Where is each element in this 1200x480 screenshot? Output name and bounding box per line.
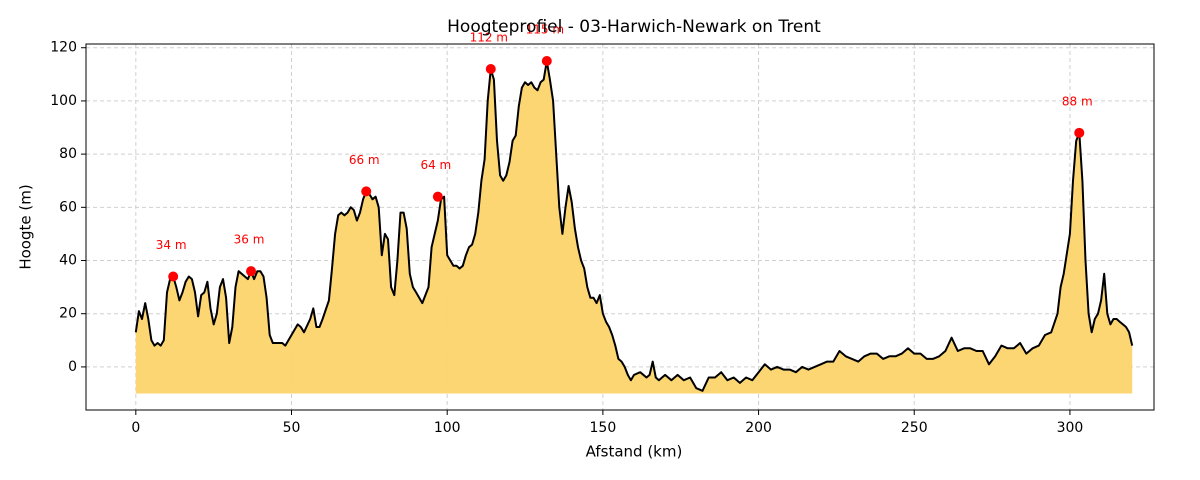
plot-area: 34 m 36 m 66 m 64 m 112 m 115 m 88 m bbox=[86, 23, 1154, 410]
area-fill bbox=[135, 61, 1133, 394]
peak-marker bbox=[432, 191, 443, 202]
peak-label: 34 m bbox=[156, 238, 187, 252]
y-tick-label: 80 bbox=[59, 146, 77, 162]
x-tick-label: 200 bbox=[745, 420, 772, 436]
profile-line bbox=[134, 60, 1134, 392]
peak-label: 66 m bbox=[349, 153, 380, 167]
x-axis-label: Afstand (km) bbox=[586, 443, 683, 461]
y-tick-label: 60 bbox=[59, 199, 77, 215]
peak-marker bbox=[361, 186, 372, 197]
peak-label: 112 m bbox=[470, 31, 508, 45]
chart-title: Hoogteprofiel - 03-Harwich-Newark on Tre… bbox=[447, 17, 821, 37]
y-tick-label: 0 bbox=[68, 359, 77, 375]
x-tick-label: 0 bbox=[131, 420, 140, 436]
y-tick-label: 100 bbox=[50, 93, 77, 109]
peak-marker bbox=[541, 56, 552, 67]
y-tick-label: 40 bbox=[59, 253, 77, 269]
peak-marker bbox=[485, 64, 496, 75]
x-tick-label: 250 bbox=[901, 420, 928, 436]
y-axis-label: Hoogte (m) bbox=[17, 184, 35, 269]
peak-label: 36 m bbox=[234, 233, 265, 247]
y-tick-label: 120 bbox=[50, 40, 77, 56]
x-tick-label: 100 bbox=[434, 420, 461, 436]
peak-label: 64 m bbox=[420, 158, 451, 172]
x-tick-label: 300 bbox=[1057, 420, 1084, 436]
y-tick-label: 20 bbox=[59, 306, 77, 322]
plot-frame bbox=[85, 43, 1155, 411]
peak-marker bbox=[246, 266, 257, 277]
peak-marker bbox=[1074, 127, 1085, 138]
peak-marker bbox=[168, 271, 179, 282]
peak-label: 88 m bbox=[1062, 94, 1093, 108]
x-tick-label: 50 bbox=[283, 420, 301, 436]
x-tick-label: 150 bbox=[590, 420, 617, 436]
peak-label: 115 m bbox=[526, 23, 564, 37]
